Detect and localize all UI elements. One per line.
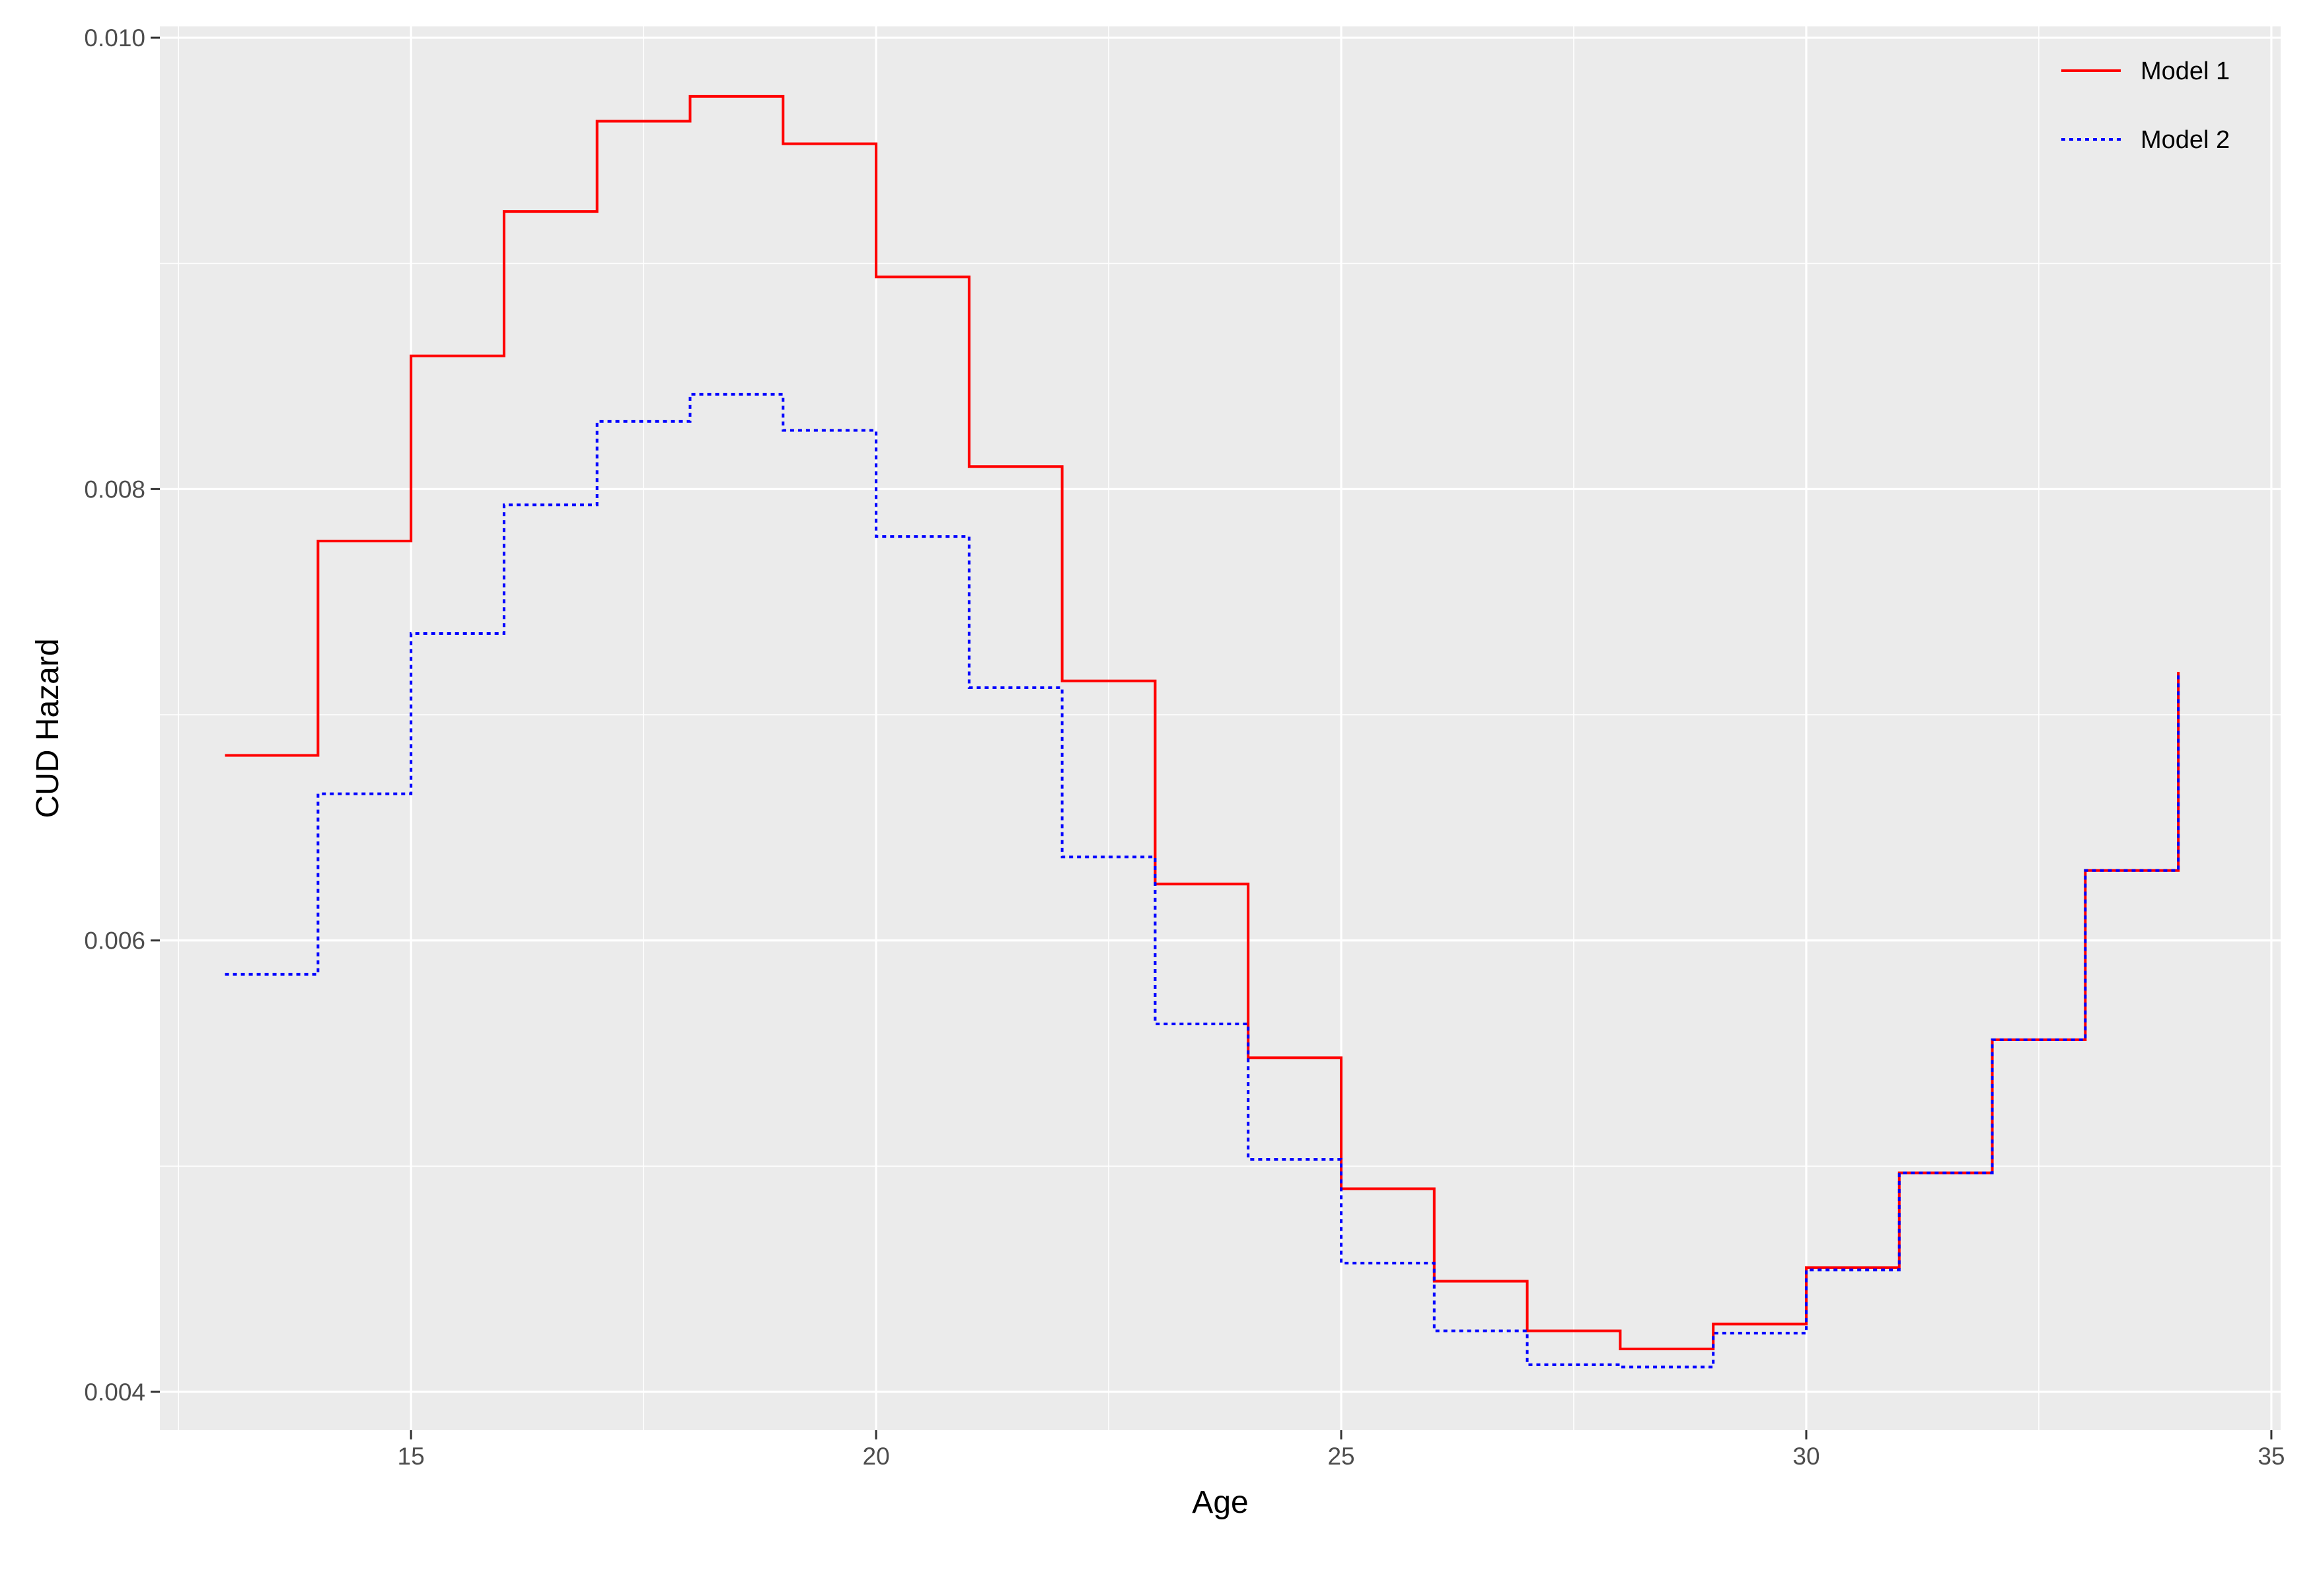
x-axis-title: Age (1192, 1485, 1248, 1520)
y-axis-title: CUD Hazard (30, 638, 65, 818)
series-line-2 (225, 392, 2180, 1369)
y-tick-label: 0.010 (84, 24, 145, 52)
x-tick-label: 25 (1327, 1443, 1354, 1470)
x-tick-label: 30 (1792, 1443, 1819, 1470)
plot-panel (160, 26, 2281, 1430)
x-tick-label: 20 (863, 1443, 890, 1470)
y-tick-label: 0.004 (84, 1379, 145, 1406)
x-tick-label: 15 (398, 1443, 425, 1470)
y-tick-label: 0.008 (84, 476, 145, 503)
legend: Model 1 Model 2 (2061, 57, 2230, 154)
series-layer (225, 94, 2180, 1369)
tick-labels: 15 20 25 30 35 0.004 0.006 0.008 0.010 (84, 24, 2285, 1470)
y-tick-label: 0.006 (84, 927, 145, 955)
axis-ticks (151, 36, 2273, 1439)
x-tick-label: 35 (2258, 1443, 2285, 1470)
legend-label-model-1: Model 1 (2141, 57, 2230, 85)
legend-label-model-2: Model 2 (2141, 126, 2230, 154)
series-line-1 (225, 94, 2180, 1351)
minor-gridlines (160, 26, 2281, 1430)
